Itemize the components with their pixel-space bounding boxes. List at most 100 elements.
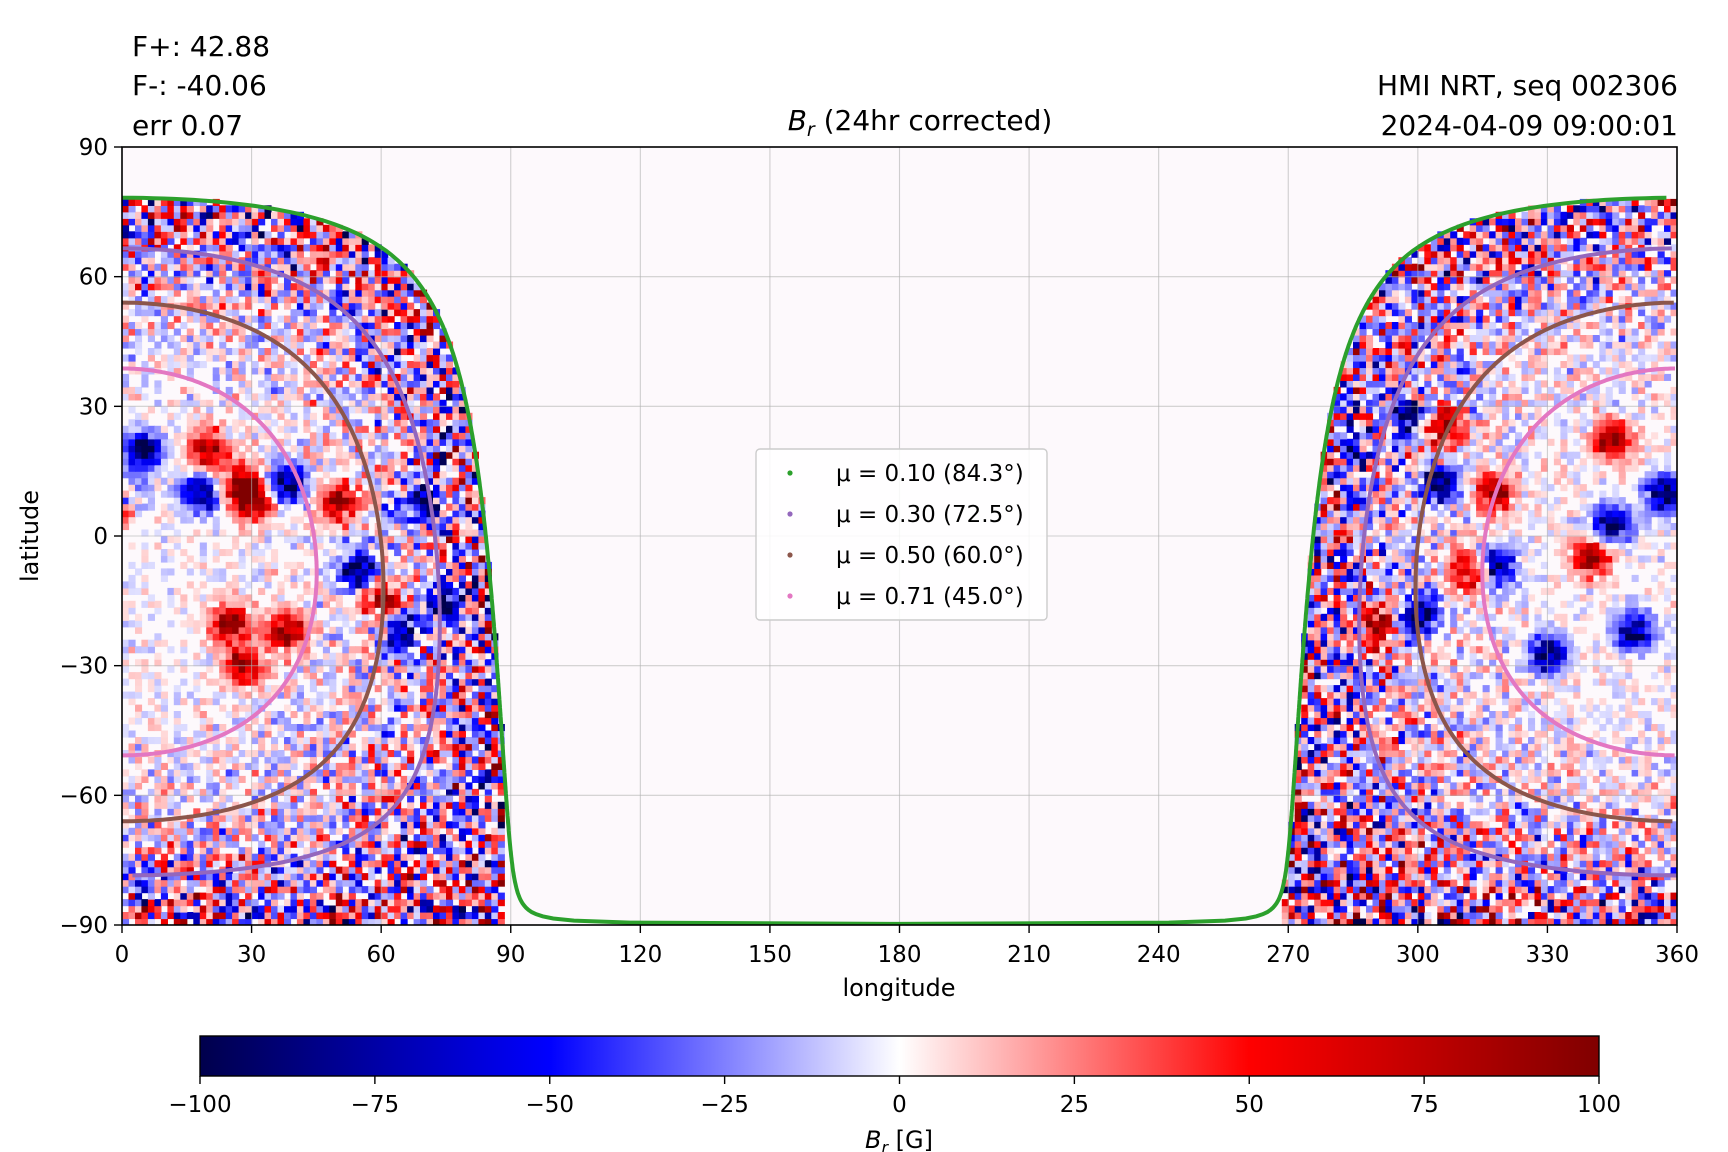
data-pixel <box>1443 866 1451 874</box>
data-pixel <box>426 750 434 758</box>
data-pixel <box>1528 769 1536 777</box>
data-pixel <box>1366 620 1374 628</box>
data-pixel <box>193 711 201 719</box>
data-pixel <box>1618 626 1626 634</box>
data-pixel <box>426 698 434 706</box>
data-pixel <box>329 879 337 887</box>
data-pixel <box>1534 737 1542 745</box>
data-pixel <box>1560 756 1568 764</box>
data-pixel <box>128 743 136 751</box>
data-pixel <box>1540 574 1548 582</box>
data-pixel <box>1353 594 1361 602</box>
data-pixel <box>303 711 311 719</box>
data-pixel <box>1547 918 1555 925</box>
data-pixel <box>433 860 441 868</box>
data-pixel <box>1340 873 1348 881</box>
data-pixel <box>186 847 194 855</box>
data-pixel <box>446 821 454 829</box>
data-pixel <box>1450 594 1458 602</box>
data-pixel <box>381 620 389 628</box>
data-pixel <box>135 795 143 803</box>
data-pixel <box>1404 769 1412 777</box>
data-pixel <box>1553 652 1561 660</box>
data-pixel <box>1366 827 1374 835</box>
data-pixel <box>1612 600 1620 608</box>
data-pixel <box>1515 698 1523 706</box>
data-pixel <box>212 879 220 887</box>
data-pixel <box>1450 769 1458 777</box>
data-pixel <box>420 827 428 835</box>
data-pixel <box>1670 795 1677 803</box>
data-pixel <box>225 795 233 803</box>
data-pixel <box>387 860 395 868</box>
data-pixel <box>335 665 343 673</box>
data-pixel <box>258 633 266 641</box>
data-pixel <box>1385 840 1393 848</box>
data-pixel <box>1463 724 1471 732</box>
data-pixel <box>284 646 292 654</box>
data-pixel <box>296 750 304 758</box>
data-pixel <box>426 704 434 712</box>
data-pixel <box>212 724 220 732</box>
data-pixel <box>394 672 402 680</box>
data-pixel <box>1502 827 1510 835</box>
data-pixel <box>1333 840 1341 848</box>
data-pixel <box>458 685 466 693</box>
data-pixel <box>497 808 505 816</box>
data-pixel <box>1294 821 1302 829</box>
data-pixel <box>141 801 149 809</box>
data-pixel <box>284 639 292 647</box>
data-pixel <box>1391 762 1399 770</box>
data-pixel <box>413 711 421 719</box>
data-pixel <box>1366 750 1374 758</box>
data-pixel <box>154 827 162 835</box>
data-pixel <box>1404 737 1412 745</box>
data-pixel <box>1450 886 1458 894</box>
data-pixel <box>122 840 130 848</box>
data-pixel <box>1340 905 1348 913</box>
data-pixel <box>374 769 382 777</box>
data-pixel <box>348 892 356 900</box>
data-pixel <box>1346 912 1354 920</box>
data-pixel <box>1612 892 1620 900</box>
data-pixel <box>471 860 479 868</box>
data-pixel <box>1476 821 1484 829</box>
data-pixel <box>1631 821 1639 829</box>
data-pixel <box>1495 717 1503 725</box>
data-pixel <box>1463 827 1471 835</box>
data-pixel <box>1573 659 1581 667</box>
data-pixel <box>420 853 428 861</box>
data-pixel <box>478 672 486 680</box>
data-pixel <box>264 912 272 920</box>
data-pixel <box>173 775 181 783</box>
data-pixel <box>264 730 272 738</box>
data-pixel <box>128 905 136 913</box>
data-pixel <box>1333 691 1341 699</box>
data-pixel <box>348 672 356 680</box>
data-pixel <box>180 620 188 628</box>
data-pixel <box>206 834 214 842</box>
data-pixel <box>1320 756 1328 764</box>
data-pixel <box>1515 600 1523 608</box>
data-pixel <box>167 801 175 809</box>
data-pixel <box>1657 704 1665 712</box>
data-pixel <box>316 892 324 900</box>
data-pixel <box>439 912 447 920</box>
data-pixel <box>1417 672 1425 680</box>
data-pixel <box>212 847 220 855</box>
data-pixel <box>1482 724 1490 732</box>
data-pixel <box>1404 866 1412 874</box>
data-pixel <box>387 886 395 894</box>
data-pixel <box>1411 717 1419 725</box>
data-pixel <box>180 886 188 894</box>
data-pixel <box>232 659 240 667</box>
data-pixel <box>1359 600 1367 608</box>
data-pixel <box>1437 620 1445 628</box>
data-pixel <box>1333 918 1341 925</box>
data-pixel <box>1353 756 1361 764</box>
data-pixel <box>1618 853 1626 861</box>
data-pixel <box>374 892 382 900</box>
data-pixel <box>1508 613 1516 621</box>
data-pixel <box>186 581 194 589</box>
data-pixel <box>439 795 447 803</box>
